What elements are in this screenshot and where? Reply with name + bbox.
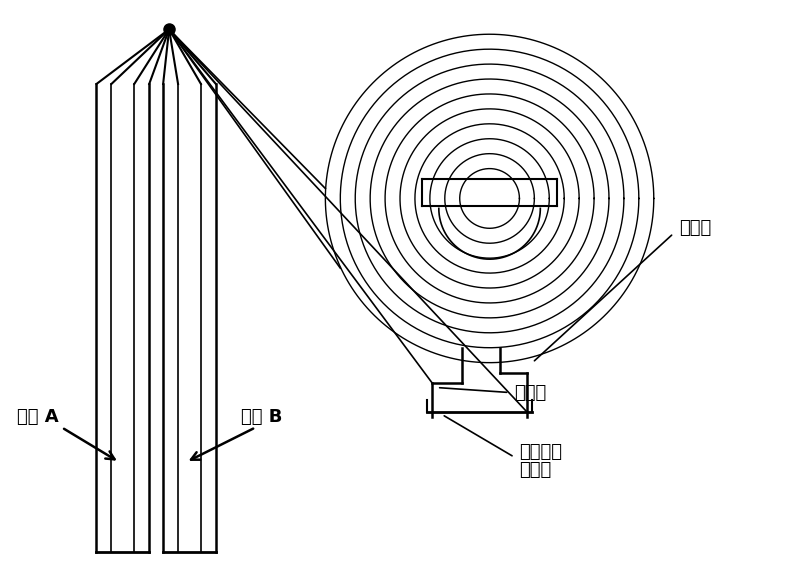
Text: 金属片: 金属片 [519, 461, 552, 479]
Text: 电芯 A: 电芯 A [17, 409, 58, 426]
Text: 引线连接: 引线连接 [519, 443, 562, 461]
Text: 负极耳: 负极耳 [678, 219, 711, 237]
Text: 正极耳: 正极耳 [514, 384, 546, 402]
Text: 电芯 B: 电芯 B [241, 409, 282, 426]
